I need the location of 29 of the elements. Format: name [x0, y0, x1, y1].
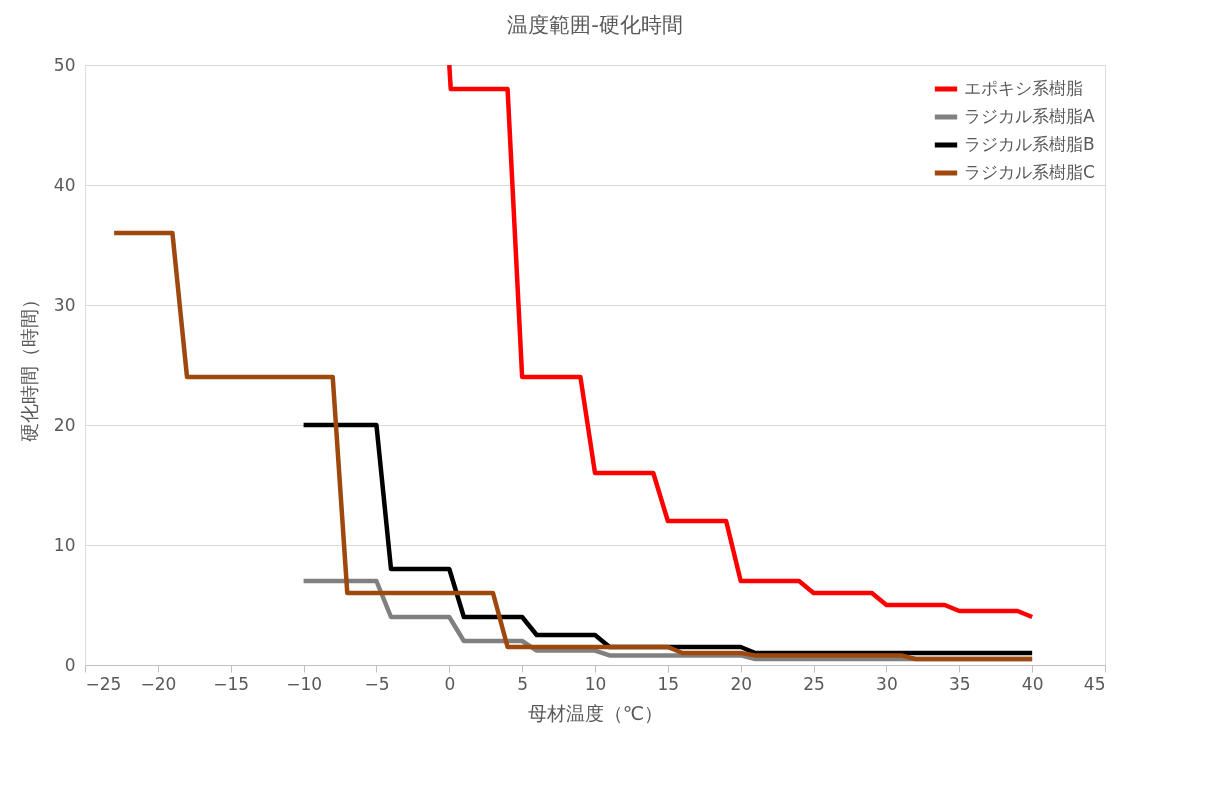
x-tick-label: 25	[803, 673, 825, 694]
x-tick-label: 30	[876, 673, 898, 694]
x-tick-label: −25	[85, 673, 122, 694]
y-tick-label: 50	[53, 54, 76, 75]
x-tick-label: 40	[1021, 673, 1044, 694]
x-tick-label: −5	[364, 673, 390, 694]
x-tick-label: 5	[517, 673, 529, 694]
legend-label: ラジカル系樹脂A	[964, 106, 1095, 126]
x-tick-label: 45	[1083, 673, 1106, 694]
y-tick-label: 40	[53, 174, 76, 195]
y-tick-label: 30	[53, 294, 76, 315]
x-tick-label: 10	[584, 673, 607, 694]
x-tick-label: 0	[444, 673, 456, 694]
x-tick-label: 20	[730, 673, 753, 694]
y-tick-label: 0	[64, 654, 76, 675]
y-tick-label: 20	[53, 414, 76, 435]
x-tick-label: −20	[140, 673, 177, 694]
x-tick-label: −15	[213, 673, 250, 694]
x-axis-title: 母材温度（℃）	[527, 701, 664, 724]
x-tick-label: −10	[286, 673, 323, 694]
x-tick-label: 15	[657, 673, 680, 694]
x-tick-label: 35	[948, 673, 971, 694]
legend-label: エポキシ系樹脂	[964, 78, 1083, 98]
y-tick-label: 10	[53, 534, 76, 555]
y-axis-title: 硬化時間（時間）	[17, 289, 40, 442]
legend-label: ラジカル系樹脂C	[964, 162, 1095, 182]
chart-title: 温度範囲-硬化時間	[507, 13, 683, 37]
line-series	[111, 230, 1035, 662]
legend-label: ラジカル系樹脂B	[964, 134, 1095, 154]
